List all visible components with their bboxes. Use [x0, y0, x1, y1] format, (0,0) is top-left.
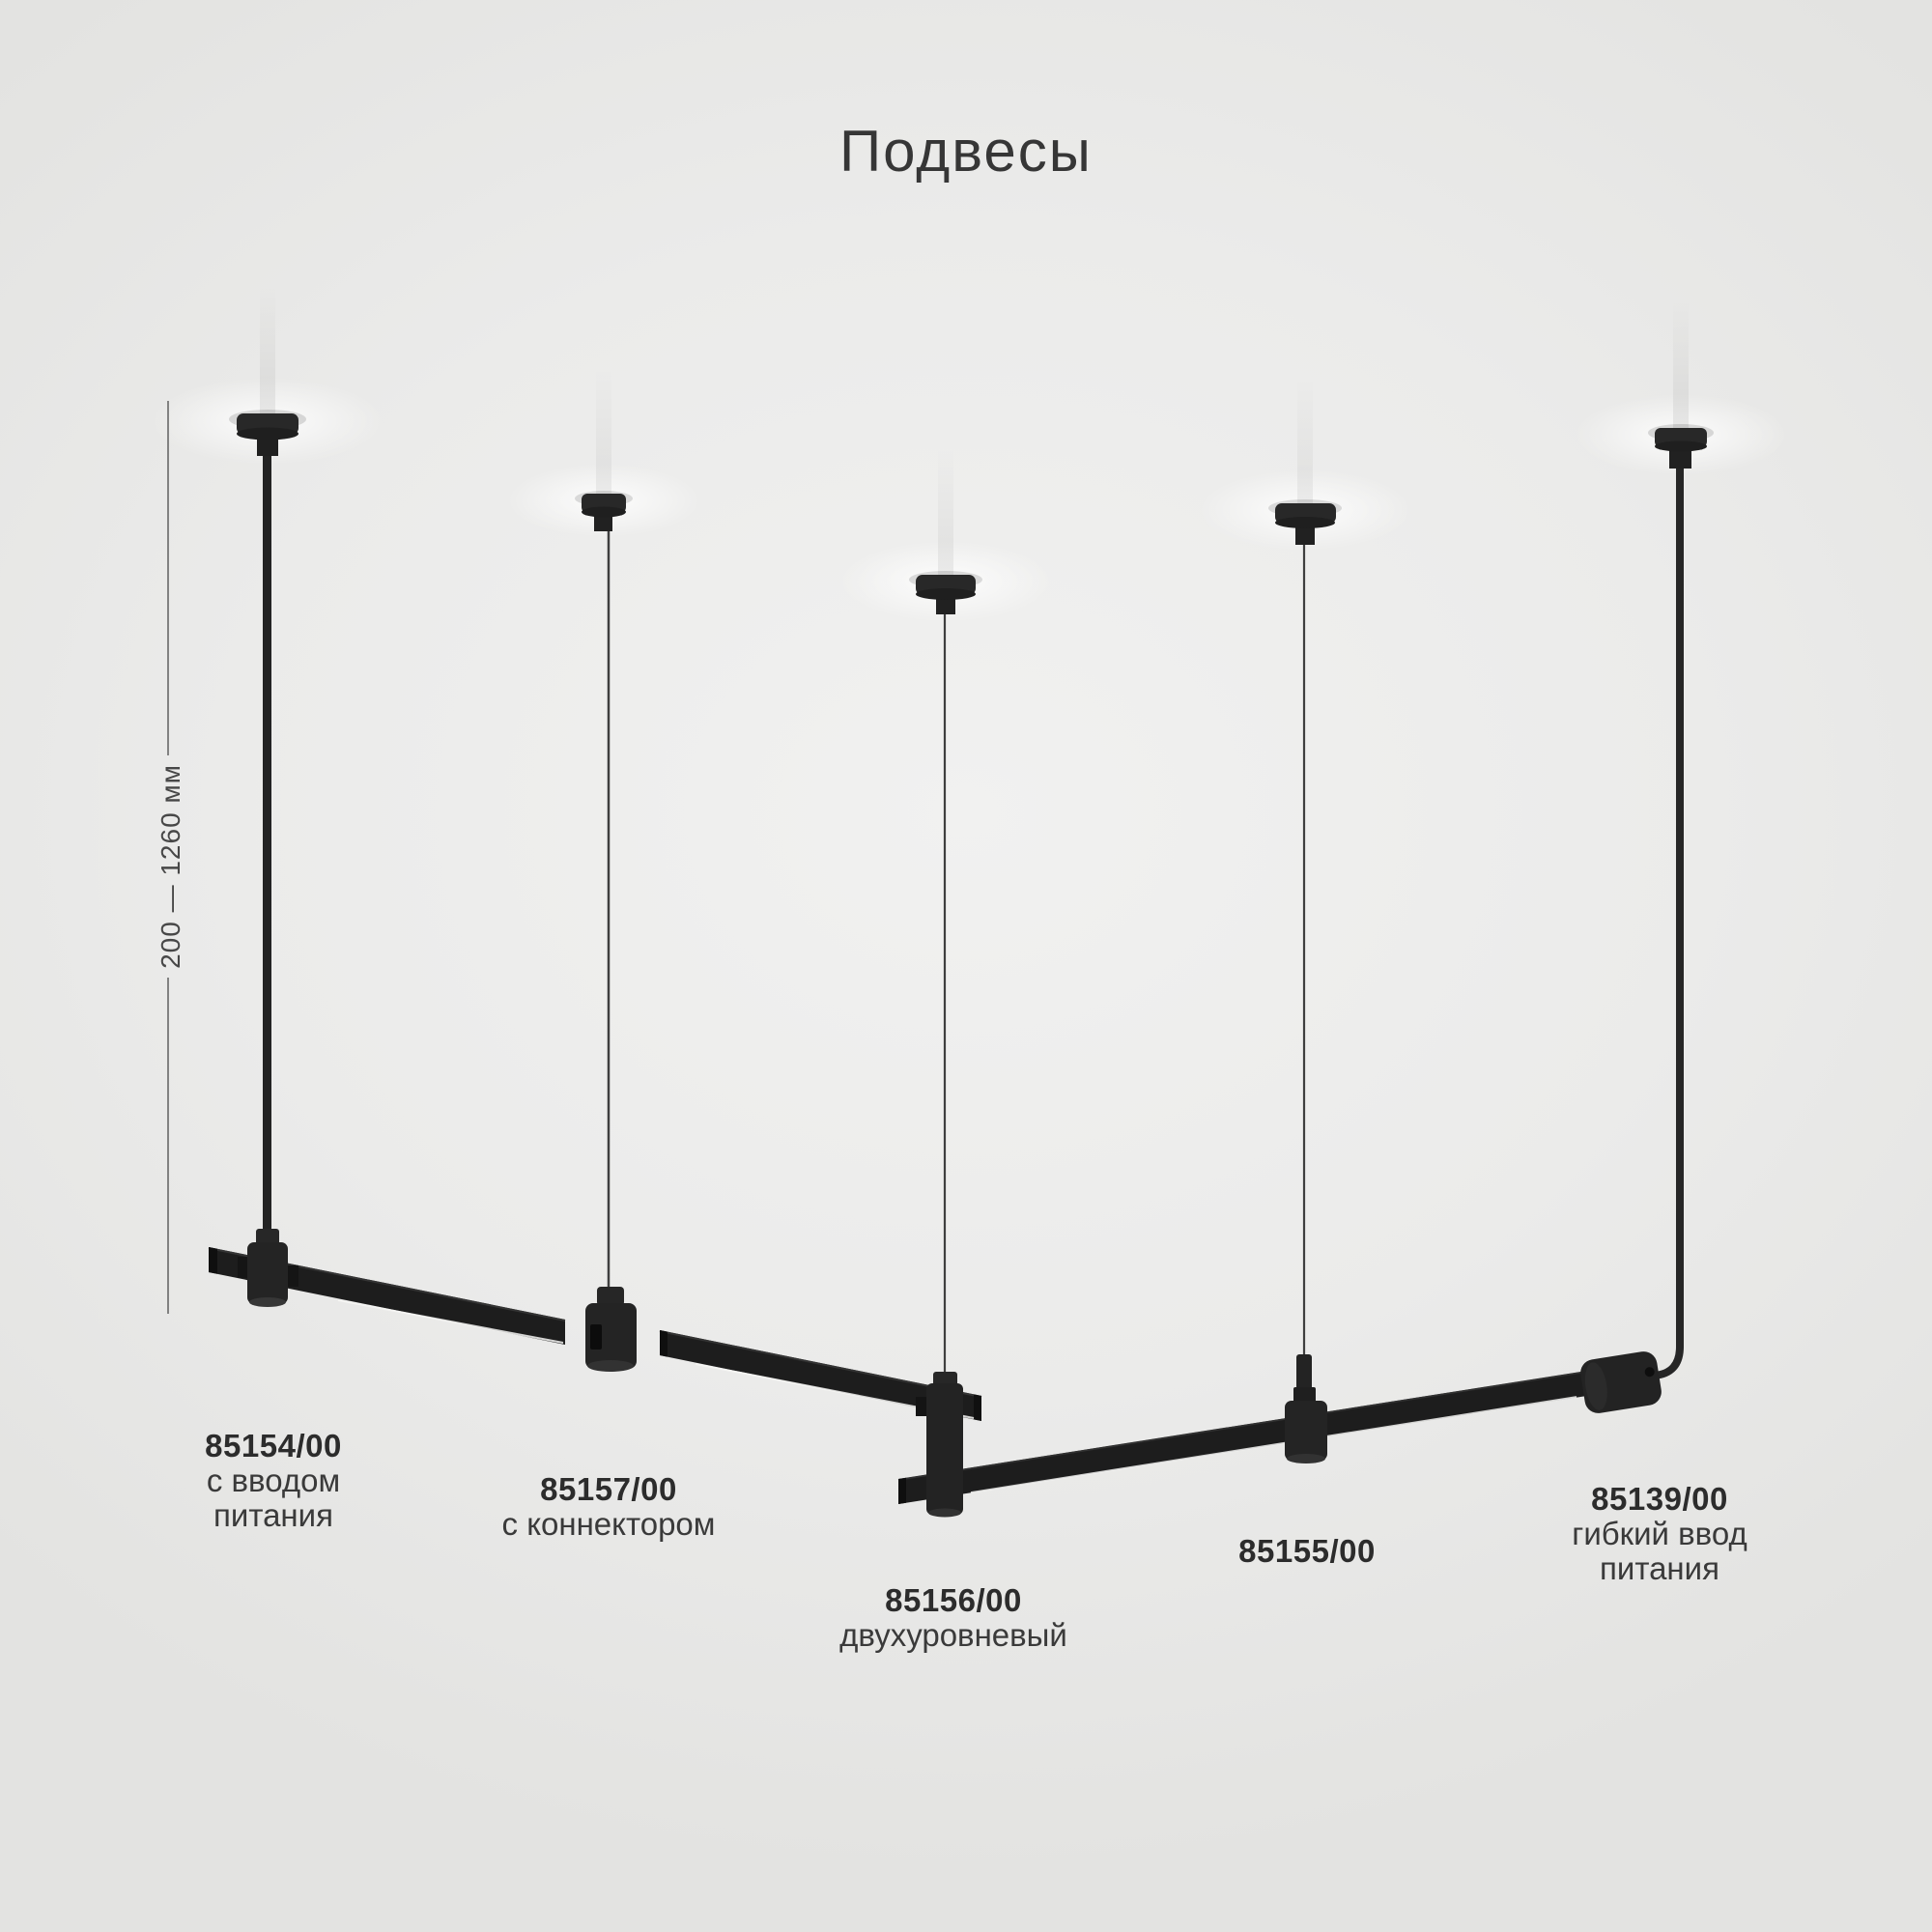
pendant-85156	[909, 571, 982, 1518]
pendant-85139	[1580, 424, 1714, 1413]
product-description-line: двухуровневый	[839, 1617, 1067, 1653]
pendant-85155	[1268, 499, 1342, 1463]
product-description-line: с коннектором	[501, 1506, 716, 1542]
connector-slot	[590, 1324, 602, 1350]
two-level-adapter-body	[926, 1383, 963, 1515]
dimension-indicator: 200 — 1260 мм	[156, 401, 185, 1314]
flexible-power-cable	[1640, 468, 1684, 1379]
product-label-85139: 85139/00 гибкий ввод питания	[1572, 1482, 1747, 1586]
dimension-label: 200 — 1260 мм	[156, 764, 185, 969]
track-light-line	[970, 1396, 1577, 1493]
cable-entry	[1644, 1367, 1655, 1378]
track-adapter-body	[1285, 1401, 1327, 1461]
track-segment-1	[208, 1247, 566, 1345]
product-description-line: с вводом	[206, 1463, 341, 1498]
track-segment-3	[897, 1370, 1594, 1504]
adapter-stem	[1296, 1354, 1312, 1397]
product-description-line: питания	[213, 1497, 333, 1533]
pendant-85154	[229, 410, 306, 1307]
product-code: 85155/00	[1238, 1533, 1376, 1569]
product-label-85155: 85155/00	[1238, 1534, 1376, 1569]
product-code: 85156/00	[885, 1582, 1022, 1618]
track-adapter-body	[247, 1242, 288, 1304]
product-code: 85157/00	[540, 1471, 677, 1507]
track-light-line	[337, 1299, 564, 1344]
product-code: 85154/00	[205, 1428, 342, 1463]
product-label-85157: 85157/00 с коннектором	[502, 1472, 716, 1542]
product-code: 85139/00	[1591, 1481, 1728, 1517]
pendant-85157	[575, 491, 637, 1372]
product-label-85156: 85156/00 двухуровневый	[839, 1583, 1067, 1653]
product-description-line: гибкий ввод	[1572, 1516, 1747, 1551]
page-title: Подвесы	[839, 119, 1093, 184]
connector-body	[585, 1303, 637, 1369]
suspension-rod	[263, 446, 271, 1246]
product-label-85154: 85154/00 с вводом питания	[205, 1429, 342, 1533]
ceiling-shadows	[152, 285, 1787, 622]
product-description-line: питания	[1600, 1550, 1719, 1586]
